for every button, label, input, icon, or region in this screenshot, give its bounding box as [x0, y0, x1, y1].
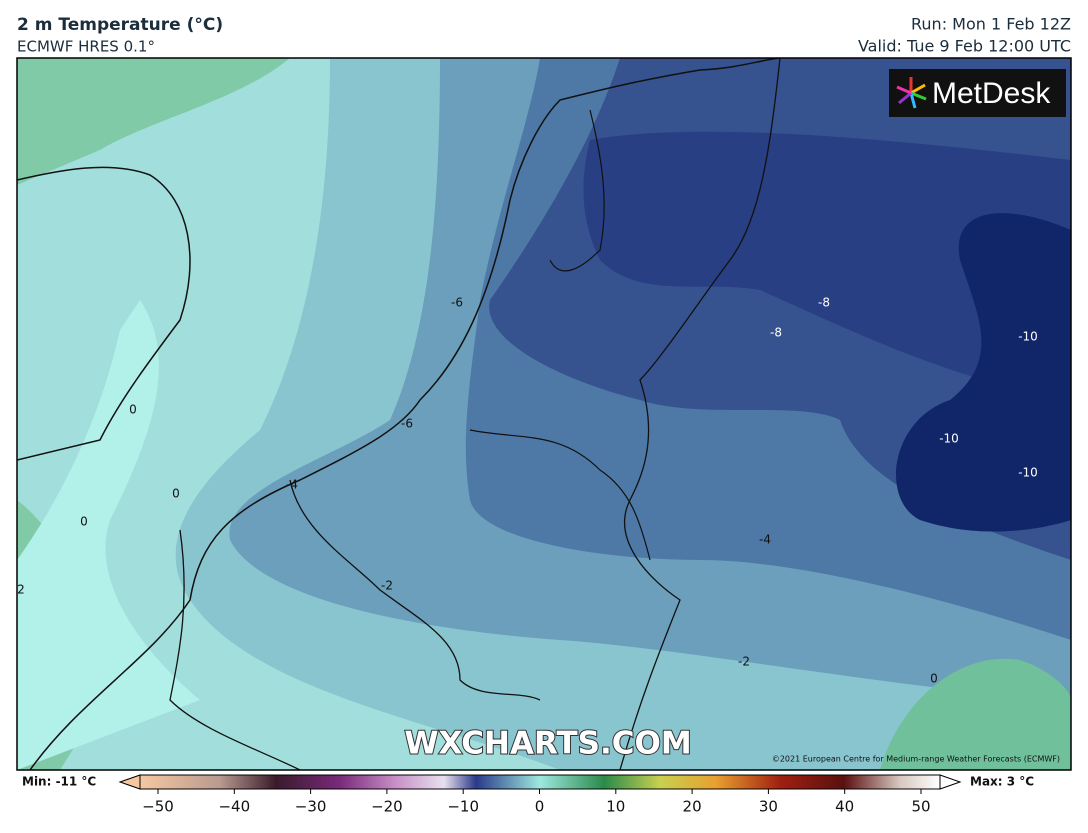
subtitle: ECMWF HRES 0.1°	[17, 38, 155, 56]
contour-label: -8	[818, 296, 830, 310]
contour-label: -10	[1018, 466, 1038, 480]
colorbar-tick-label: −40	[218, 798, 250, 816]
valid-time: Valid: Tue 9 Feb 12:00 UTC	[858, 37, 1071, 56]
copyright: ©2021 European Centre for Medium-range W…	[772, 755, 1060, 764]
watermark: WXCHARTS.COM	[404, 726, 691, 762]
border	[619, 58, 781, 770]
contour-labels: -6 -8 -8 -10 -6 -10 -10 -4 0 0 0 2 -2 -4 -2 0	[17, 296, 1038, 686]
colorbar-tick-label: 50	[911, 798, 930, 816]
title: 2 m Temperature (°C)	[17, 15, 223, 35]
coastline	[549, 109, 605, 272]
colorbar-tick-label: −50	[142, 798, 174, 816]
contour-label: -6	[401, 417, 413, 431]
colorbar-tick-label: −30	[295, 798, 327, 816]
contour-band	[583, 131, 1071, 400]
colorbar	[139, 774, 941, 790]
contour-label: 0	[930, 672, 938, 686]
contour-label: 0	[172, 487, 180, 501]
contour-label: -6	[451, 296, 463, 310]
logo-text: MetDesk	[932, 77, 1051, 110]
border	[469, 429, 651, 561]
contour-band	[17, 300, 200, 770]
contour-band	[880, 658, 1071, 770]
logo-box	[889, 69, 1066, 117]
contour-label: -2	[738, 655, 750, 669]
contour-label: -10	[1018, 330, 1038, 344]
min-label: Min: -11 °C	[22, 775, 96, 789]
contour-label: 0	[129, 403, 137, 417]
contour-label: -2	[381, 579, 393, 593]
map: -6 -8 -8 -10 -6 -10 -10 -4 0 0 0 2 -2 -4 -2 0	[17, 58, 1071, 770]
contour-label: 2	[17, 583, 25, 597]
run-time: Run: Mon 1 Feb 12Z	[911, 15, 1071, 34]
border	[289, 479, 541, 701]
map-frame	[16, 57, 1072, 771]
border	[169, 529, 301, 770]
colorbar-extend	[118, 774, 141, 790]
contour-label: -8	[770, 326, 782, 340]
contour-band	[896, 213, 1071, 532]
logo-icon	[896, 77, 927, 109]
coastline	[17, 166, 191, 461]
colorbar-extend	[939, 774, 962, 790]
colorbar-tick-label: −10	[447, 798, 479, 816]
contour-label: 0	[80, 515, 88, 529]
colorbar-tick-label: 0	[535, 798, 545, 816]
colorbar-tick-label: 30	[759, 798, 778, 816]
contour-band	[17, 58, 290, 185]
colorbar-tick-label: 10	[606, 798, 625, 816]
coastline	[29, 58, 781, 770]
contour-label: -4	[759, 533, 771, 547]
contour-label: -4	[286, 478, 298, 492]
colorbar-ticks: −50 −40 −30 −20 −10 0 10 20 30 40 50	[142, 789, 931, 816]
contour-label: -10	[939, 432, 959, 446]
colorbar-tick-label: 20	[683, 798, 702, 816]
max-label: Max: 3 °C	[970, 775, 1034, 789]
colorbar-tick-label: −20	[371, 798, 403, 816]
colorbar-tick-label: 40	[835, 798, 854, 816]
